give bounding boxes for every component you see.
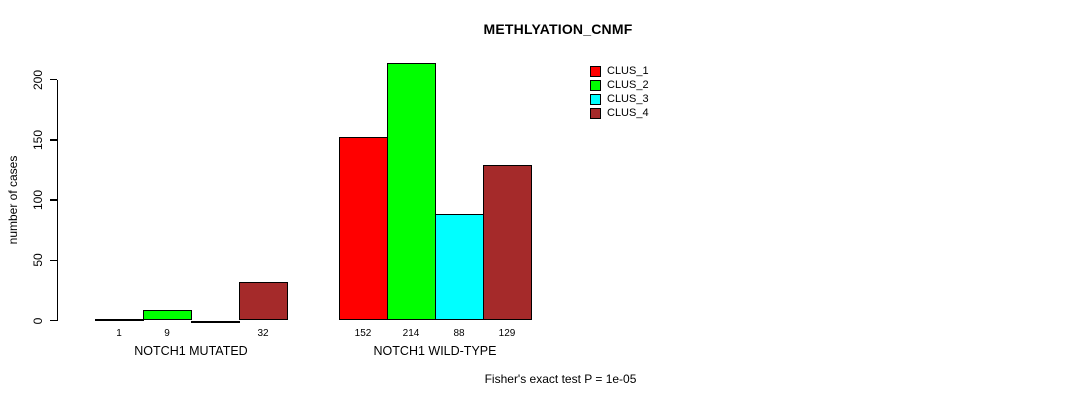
legend-label: CLUS_4 xyxy=(607,107,649,119)
y-axis-tick xyxy=(49,319,57,322)
bar-value-label: 9 xyxy=(164,328,170,339)
legend-swatch xyxy=(590,93,601,105)
chart-title: METHLYATION_CNMF xyxy=(483,21,633,37)
legend-item: CLUS_4 xyxy=(590,106,649,120)
y-tick-label-text: 150 xyxy=(31,129,45,150)
bar-value-label: 32 xyxy=(257,328,269,339)
bar-value-label: 1 xyxy=(116,328,122,339)
legend-item: CLUS_2 xyxy=(590,78,649,92)
bar xyxy=(239,281,288,321)
y-axis-line xyxy=(56,79,58,321)
bar-value-label: 88 xyxy=(453,328,465,339)
legend-swatch xyxy=(590,65,601,77)
y-axis-tick xyxy=(49,259,57,261)
bar xyxy=(483,165,532,321)
legend-label: CLUS_3 xyxy=(607,93,649,105)
legend-swatch xyxy=(590,107,601,119)
bar xyxy=(143,309,192,321)
bar xyxy=(95,319,144,322)
group-label: NOTCH1 WILD-TYPE xyxy=(373,344,497,358)
y-tick-label-text: 200 xyxy=(31,69,45,90)
bar xyxy=(339,137,388,321)
y-axis-tick xyxy=(49,78,57,81)
legend-item: CLUS_1 xyxy=(590,64,649,78)
legend-label: CLUS_2 xyxy=(607,79,649,91)
legend: CLUS_1 CLUS_2 CLUS_3 CLUS_4 xyxy=(590,64,649,120)
group-label: NOTCH1 MUTATED xyxy=(134,344,248,358)
legend-label: CLUS_1 xyxy=(607,65,649,77)
y-tick-label-text: 100 xyxy=(31,189,45,211)
y-axis-tick xyxy=(49,139,57,141)
bar-value-label: 152 xyxy=(354,328,372,339)
legend-item: CLUS_3 xyxy=(590,92,649,106)
bar xyxy=(387,62,436,321)
y-axis-tick xyxy=(49,199,57,201)
legend-swatch xyxy=(590,79,601,91)
bar-value-label: 214 xyxy=(402,328,420,339)
y-tick-label-text: 0 xyxy=(31,317,45,324)
annotation-text: Fisher's exact test P = 1e-05 xyxy=(484,372,637,386)
bar-value-label: 129 xyxy=(498,328,516,339)
y-tick-label-text: 50 xyxy=(31,253,45,267)
bar xyxy=(191,320,240,323)
bar xyxy=(435,214,484,321)
